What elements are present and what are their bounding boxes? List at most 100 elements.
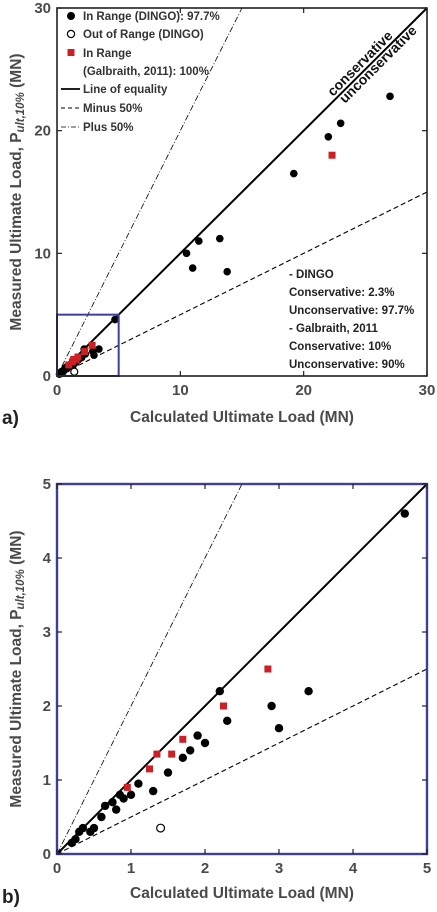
data-point-dingo-in-range xyxy=(274,724,284,733)
data-point-dingo-in-range xyxy=(186,746,195,755)
data-point-dingo-in-range xyxy=(78,823,88,833)
y-tick-label: 30 xyxy=(34,0,51,17)
annotation-line: - DINGO xyxy=(289,269,334,281)
data-point-galbraith xyxy=(123,783,131,791)
x-tick-label: 20 xyxy=(295,382,312,399)
y-label-main: Measured Ultimate Load, P xyxy=(8,132,25,330)
data-point-dingo-in-range xyxy=(304,687,313,696)
y-label-unit: (MN) xyxy=(8,530,25,569)
data-point-dingo-in-range xyxy=(112,805,121,814)
x-tick-label: 4 xyxy=(349,860,358,877)
annotation-line: Conservative: 10% xyxy=(289,341,391,353)
data-point-galbraith xyxy=(81,347,89,355)
legend-open-circle-icon xyxy=(66,29,76,39)
data-point-galbraith xyxy=(74,353,82,361)
legend-item: Minus 50% xyxy=(83,103,142,115)
x-axis-label-a: Calculated Ultimate Load (MN) xyxy=(130,409,354,426)
data-point-dingo-in-range xyxy=(149,786,158,796)
plot-frame-b xyxy=(55,482,429,856)
data-point-galbraith xyxy=(153,750,161,758)
plus-50-line xyxy=(56,7,243,377)
data-point-dingo-in-range xyxy=(386,92,394,101)
data-point-dingo-in-range xyxy=(195,237,203,245)
data-point-dingo-in-range xyxy=(215,687,224,696)
y-tick-label: 0 xyxy=(43,846,51,863)
data-point-dingo-in-range xyxy=(111,315,119,324)
y-label-main: Measured Ultimate Load, P xyxy=(8,609,25,807)
data-point-dingo-in-range xyxy=(90,351,98,359)
y-tick-label: 10 xyxy=(34,245,51,262)
x-tick-label: 30 xyxy=(419,382,436,399)
y-label-unit: (MN) xyxy=(8,53,25,92)
data-point-dingo-in-range xyxy=(163,768,173,777)
legend: In Range (DINGO): 97.7% Out of Range (DI… xyxy=(61,11,220,134)
data-point-galbraith xyxy=(264,665,272,673)
data-point-dingo-in-range xyxy=(188,264,197,272)
stats-annotation: - DINGO Conservative: 2.3% Unconservativ… xyxy=(289,269,414,371)
data-point-dingo-in-range xyxy=(89,823,99,833)
data-point-dingo-in-range xyxy=(223,716,232,725)
x-tick-label: 5 xyxy=(423,860,431,877)
data-point-dingo-in-range xyxy=(134,779,143,788)
legend-item: Plus 50% xyxy=(83,122,134,134)
data-point-dingo-in-range xyxy=(200,738,210,748)
y-axis-label-a: Measured Ultimate Load, Pult,10% (MN) xyxy=(8,53,27,330)
data-point-dingo-in-range xyxy=(97,812,106,822)
y-tick-label: 4 xyxy=(43,550,52,567)
annotation-line: - Galbraith, 2011 xyxy=(289,323,378,335)
x-tick-label: 3 xyxy=(275,860,283,877)
y-tick-label: 3 xyxy=(43,624,51,641)
y-tick-label: 20 xyxy=(34,123,51,140)
panel-b: 0 1 2 3 4 5 0 1 2 3 4 5 Calculated Ultimate Load (M… xyxy=(2,476,431,908)
data-point-dingo-in-range xyxy=(400,509,409,518)
data-point-galbraith xyxy=(328,151,336,159)
legend-filled-circle-icon xyxy=(67,12,75,20)
data-point-dingo-in-range xyxy=(119,794,128,803)
legend-red-square-icon xyxy=(67,49,75,56)
x-axis-label-b: Calculated Ultimate Load (MN) xyxy=(130,885,354,902)
data-point-dingo-in-range xyxy=(126,790,136,799)
data-point-dingo-in-range xyxy=(324,133,333,141)
legend-item: In Range xyxy=(83,48,132,60)
data-point-dingo-in-range xyxy=(178,753,187,762)
data-point-dingo-in-range xyxy=(100,801,110,811)
y-axis-label-b: Measured Ultimate Load, Pult,10% (MN) xyxy=(8,530,27,807)
data-point-dingo-in-range xyxy=(267,701,276,711)
plus-50-line xyxy=(56,483,243,855)
data-point-dingo-in-range xyxy=(336,119,345,128)
legend-item: Line of equality xyxy=(83,84,168,96)
data-point-dingo-in-range xyxy=(223,267,231,276)
data-point-dingo-in-range xyxy=(290,169,298,178)
panel-label-a: a) xyxy=(2,408,19,429)
x-tick-label: 1 xyxy=(127,860,135,877)
data-point-dingo-out-of-range xyxy=(156,823,166,833)
x-tick-label: 10 xyxy=(172,382,189,399)
data-point-galbraith xyxy=(65,361,73,369)
data-point-dingo-in-range xyxy=(182,249,191,258)
legend-item: In Range (DINGO): 97.7% xyxy=(83,11,220,23)
data-point-dingo-in-range xyxy=(108,798,117,807)
data-point-dingo-in-range xyxy=(71,835,80,844)
x-tick-label: 0 xyxy=(53,382,61,399)
y-label-sub: ult,10% xyxy=(15,92,27,132)
legend-item: (Galbraith, 2011): 100% xyxy=(83,66,209,78)
minus-50-line xyxy=(56,668,428,855)
data-point-galbraith xyxy=(220,702,227,710)
y-tick-label: 2 xyxy=(43,698,51,715)
legend-item: Out of Range (DINGO) xyxy=(83,29,204,41)
data-point-galbraith xyxy=(146,765,153,773)
y-label-sub: ult,10% xyxy=(15,569,27,609)
panel-label-b: b) xyxy=(2,887,20,908)
x-tick-label: 2 xyxy=(201,860,209,877)
y-tick-label: 5 xyxy=(43,476,51,493)
data-point-galbraith xyxy=(168,750,176,758)
data-point-galbraith xyxy=(179,735,187,743)
y-tick-label: 0 xyxy=(43,368,51,385)
data-point-dingo-in-range xyxy=(95,345,103,353)
annotation-line: Unconservative: 90% xyxy=(289,359,405,371)
data-point-galbraith xyxy=(88,341,96,349)
data-point-dingo-in-range xyxy=(216,234,224,243)
x-tick-label: 0 xyxy=(53,860,61,877)
